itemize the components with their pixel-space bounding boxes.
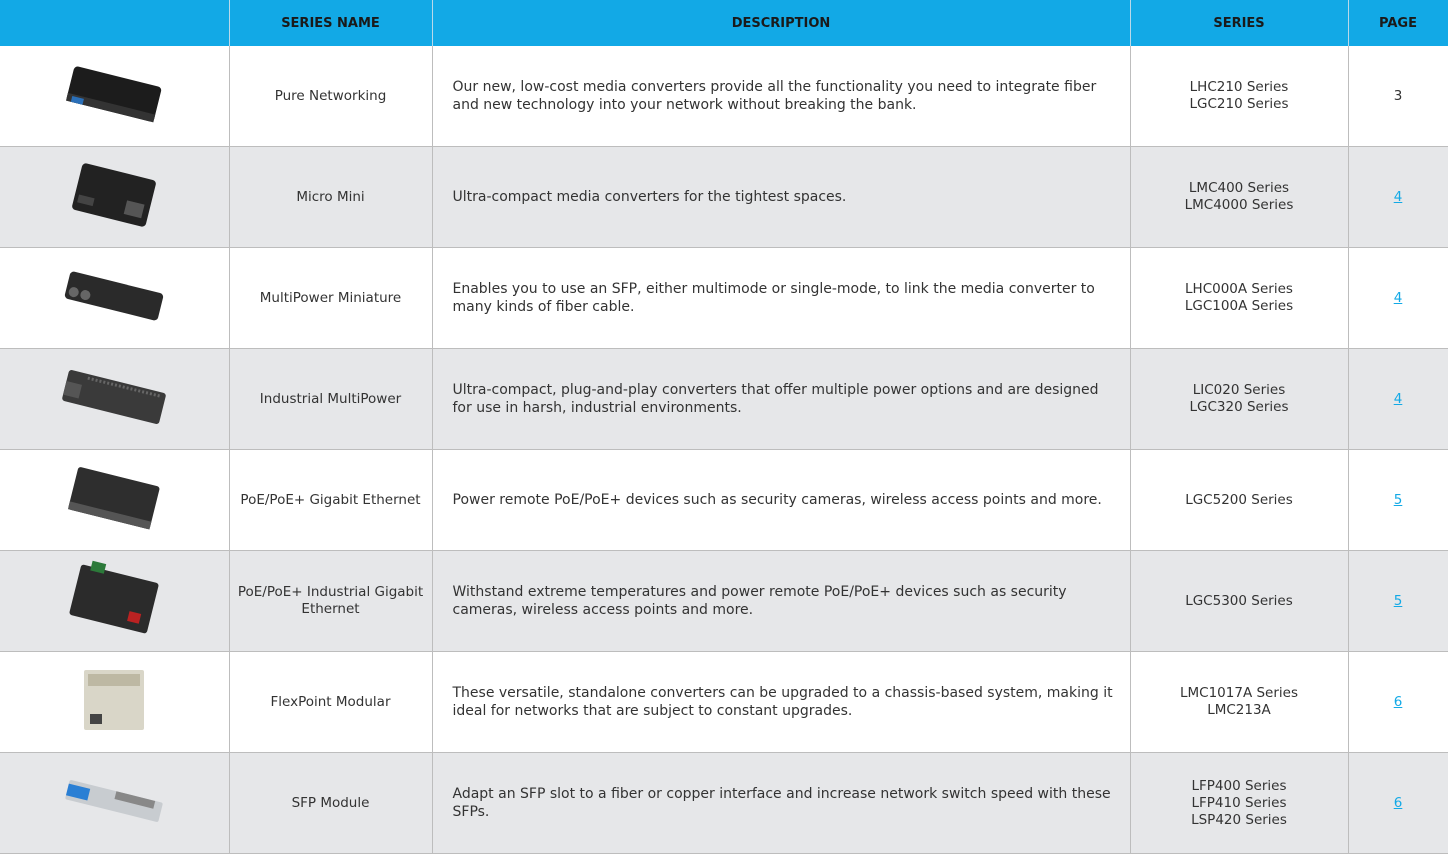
page-cell: 3 [1348,46,1448,147]
series-cell: LIC020 Series LGC320 Series [1130,348,1349,450]
product-image-cell [0,247,230,349]
header-row: SERIES NAME DESCRIPTION SERIES PAGE [0,0,1448,46]
series-line: LHC210 Series [1189,79,1289,95]
table-row: Industrial MultiPower Ultra-compact, plug… [0,348,1448,450]
product-image-cell [0,46,230,147]
page-cell: 5 [1348,449,1448,551]
page-number: 3 [1393,87,1403,104]
series-line: LMC400 Series [1188,180,1290,196]
description: Withstand extreme temperatures and power… [432,550,1131,652]
page-cell: 6 [1348,651,1448,753]
series-line: LMC4000 Series [1184,197,1294,213]
table-row: PoE/PoE+ Gigabit Ethernet Power remote Po… [0,449,1448,551]
table-row: PoE/PoE+ Industrial Gigabit Ethernet With… [0,550,1448,652]
series-cell: LMC400 Series LMC4000 Series [1130,146,1349,248]
series-name: FlexPoint Modular [229,651,433,753]
table-row: MultiPower Miniature Enables you to use a… [0,247,1448,349]
series-line: LMC1017A Series [1180,685,1298,701]
page-cell: 4 [1348,247,1448,349]
table-row: Pure Networking Our new, low-cost media c… [0,46,1448,147]
table-row: SFP Module Adapt an SFP slot to a fiber o… [0,752,1448,854]
product-image [62,370,166,424]
product-image [65,66,162,123]
description: These versatile, standalone converters c… [432,651,1131,753]
series-cell: LHC000A Series LGC100A Series [1130,247,1349,349]
page-link[interactable]: 4 [1393,390,1403,407]
page-cell: 4 [1348,348,1448,450]
description: Ultra-compact, plug-and-play converters … [432,348,1131,450]
series-line: LFP400 Series [1191,777,1287,794]
page-link[interactable]: 4 [1393,188,1403,205]
series-line: LGC320 Series [1189,399,1289,415]
series-cell: LMC1017A Series LMC213A [1130,651,1349,753]
page-cell: 6 [1348,752,1448,854]
series-line: LFP410 Series [1191,794,1287,811]
product-image-cell [0,449,230,551]
description: Power remote PoE/PoE+ devices such as se… [432,449,1131,551]
series-name: Pure Networking [229,46,433,147]
table-body: Pure Networking Our new, low-cost media c… [0,46,1448,854]
product-image-cell [0,550,230,652]
page-link[interactable]: 5 [1393,592,1403,609]
series-cell: LFP400 Series LFP410 Series LSP420 Series [1130,752,1349,854]
series-line: LGC5300 Series [1185,592,1293,609]
product-image-cell [0,146,230,248]
page-cell: 4 [1348,146,1448,248]
product-image [65,780,163,822]
description: Our new, low-cost media converters provi… [432,46,1131,147]
page-link[interactable]: 5 [1393,491,1403,508]
page-cell: 5 [1348,550,1448,652]
page-link[interactable]: 4 [1393,289,1403,306]
product-image [69,560,159,634]
header-cell [0,0,230,46]
product-image [84,670,144,730]
series-name: MultiPower Miniature [229,247,433,349]
description: Adapt an SFP slot to a fiber or copper i… [432,752,1131,854]
table-row: Micro Mini Ultra-compact media converters… [0,146,1448,248]
page-link[interactable]: 6 [1393,693,1403,710]
product-image-cell [0,651,230,753]
series-name: Industrial MultiPower [229,348,433,450]
product-image [72,163,156,227]
series-name: Micro Mini [229,146,433,248]
page-link[interactable]: 6 [1393,794,1403,811]
series-line: LGC100A Series [1184,298,1294,314]
description: Ultra-compact media converters for the t… [432,146,1131,248]
series-line: LMC213A [1207,702,1271,718]
series-name: PoE/PoE+ Gigabit Ethernet [229,449,433,551]
product-image [64,271,164,321]
series-cell: LGC5300 Series [1130,550,1349,652]
description: Enables you to use an SFP, either multim… [432,247,1131,349]
series-line: LIC020 Series [1192,382,1286,398]
series-line: LHC000A Series [1185,281,1293,297]
series-line: LGC5200 Series [1185,491,1293,508]
series-name: PoE/PoE+ Industrial Gigabit Ethernet [229,550,433,652]
table-row: FlexPoint Modular These versatile, standa… [0,651,1448,753]
product-image-cell [0,752,230,854]
series-cell: LHC210 Series LGC210 Series [1130,46,1349,147]
product-image [67,467,160,530]
header-cell: DESCRIPTION [432,0,1131,46]
header-cell: SERIES [1130,0,1349,46]
header-cell: PAGE [1348,0,1448,46]
header-cell: SERIES NAME [229,0,433,46]
series-line: LGC210 Series [1189,96,1289,112]
series-cell: LGC5200 Series [1130,449,1349,551]
series-line: LSP420 Series [1191,811,1287,828]
product-image-cell [0,348,230,450]
series-name: SFP Module [229,752,433,854]
